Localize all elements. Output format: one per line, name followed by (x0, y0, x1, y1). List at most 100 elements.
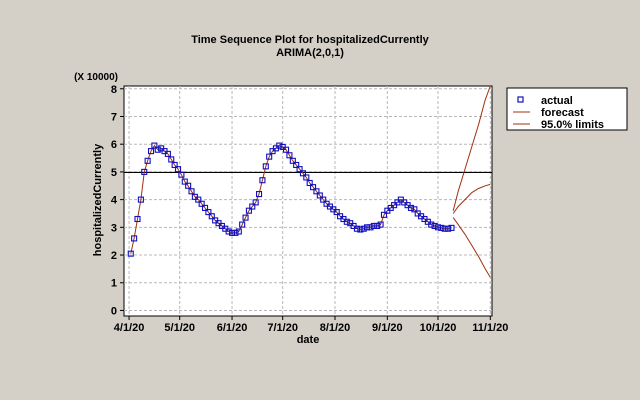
actual-point (313, 188, 320, 195)
y-tick-label: 6 (111, 139, 117, 151)
y-axis-label: hospitalizedCurrently (92, 143, 104, 256)
actual-point (137, 196, 144, 203)
x-axis-label: date (297, 334, 320, 346)
actual-point (134, 215, 141, 223)
actual-point (306, 179, 313, 187)
chart-subtitle: ARIMA(2,0,1) (276, 47, 344, 59)
actual-point (201, 204, 209, 211)
actual-point (239, 221, 246, 228)
actual-point (303, 174, 310, 181)
x-tick-label: 9/1/20 (372, 322, 403, 334)
actual-point (370, 222, 377, 229)
actual-point (195, 196, 202, 203)
actual-point (445, 225, 452, 232)
actual-point (131, 235, 138, 242)
legend-forecast-label: forecast (541, 107, 584, 119)
actual-point (208, 213, 215, 220)
actual-point (151, 142, 158, 149)
forecast-series (452, 183, 491, 214)
legend: actual forecast 95.0% limits (506, 87, 628, 131)
actual-point (357, 226, 364, 233)
forecast-line (452, 183, 491, 214)
actual-point (255, 191, 263, 198)
actual-point (333, 209, 340, 216)
y-axis: 0 1 2 3 4 5 6 7 8 (111, 84, 124, 317)
actual-point (296, 166, 303, 173)
actual-point (147, 148, 155, 155)
actual-point (164, 150, 171, 157)
actual-point (407, 204, 415, 211)
grid-lines (124, 86, 492, 316)
actual-point (343, 218, 350, 225)
actual-point (141, 168, 148, 175)
x-tick-label: 8/1/20 (320, 322, 351, 334)
actual-point (181, 178, 188, 185)
x-axis: 4/1/20 5/1/20 6/1/20 7/1/20 8/1/20 9/1/20 10/1… (114, 316, 508, 334)
y-tick-label: 4 (111, 195, 118, 207)
actual-point (178, 171, 185, 178)
y-tick-label: 5 (111, 167, 117, 179)
actual-point (188, 188, 195, 195)
actual-point (174, 166, 182, 173)
actual-point (448, 224, 455, 231)
actual-point (316, 192, 323, 199)
actual-point (428, 221, 435, 228)
actual-point (127, 250, 134, 257)
actual-point (242, 214, 249, 221)
actual-point (289, 157, 296, 164)
actual-point (364, 224, 371, 231)
actual-point (360, 225, 367, 232)
legend-actual-label: actual (541, 95, 573, 107)
actual-point (154, 146, 161, 153)
legend-limits-label: 95.0% limits (541, 119, 604, 131)
y-tick-label: 2 (111, 250, 117, 262)
y-tick-label: 7 (111, 111, 117, 123)
upper-limit-line (452, 85, 491, 211)
actual-point (252, 199, 259, 206)
actual-point (377, 221, 384, 228)
x-tick-label: 5/1/20 (164, 322, 195, 334)
actual-point (293, 161, 300, 169)
x-tick-label: 11/1/20 (472, 322, 508, 334)
y-tick-label: 8 (111, 84, 117, 96)
actual-point (276, 142, 283, 149)
actual-point (249, 203, 256, 210)
actual-point (367, 224, 374, 231)
x-tick-label: 4/1/20 (114, 322, 145, 334)
actual-point (411, 206, 418, 213)
actual-point (185, 182, 192, 189)
actual-point (431, 222, 438, 229)
actual-point (286, 152, 293, 159)
legend-box (506, 87, 628, 131)
actual-point (259, 177, 266, 184)
chart-title: Time Sequence Plot for hospitalizedCurre… (191, 34, 429, 46)
actual-point (245, 207, 252, 214)
x-tick-label: 6/1/20 (217, 322, 248, 334)
x-tick-label: 7/1/20 (267, 322, 298, 334)
actual-point (168, 156, 175, 163)
actual-point (374, 222, 381, 229)
actual-point (434, 224, 442, 231)
actual-point (228, 229, 236, 236)
actual-series (127, 142, 455, 257)
y-tick-label: 0 (111, 305, 117, 317)
actual-point (353, 225, 361, 232)
y-tick-label: 1 (111, 278, 117, 290)
actual-point (171, 161, 178, 169)
y-multiplier-label: (X 10000) (74, 72, 118, 83)
actual-point (266, 153, 273, 160)
actual-point (380, 211, 388, 218)
actual-point (235, 228, 242, 235)
actual-point (438, 224, 445, 231)
actual-point (205, 209, 212, 216)
actual-point (299, 170, 306, 177)
actual-point (225, 228, 232, 235)
confidence-limits (452, 85, 491, 278)
actual-point (441, 225, 448, 232)
actual-point (310, 184, 317, 191)
y-tick-label: 3 (111, 222, 117, 234)
actual-point (232, 229, 239, 236)
legend-actual-marker (517, 96, 524, 103)
actual-point (144, 157, 151, 164)
